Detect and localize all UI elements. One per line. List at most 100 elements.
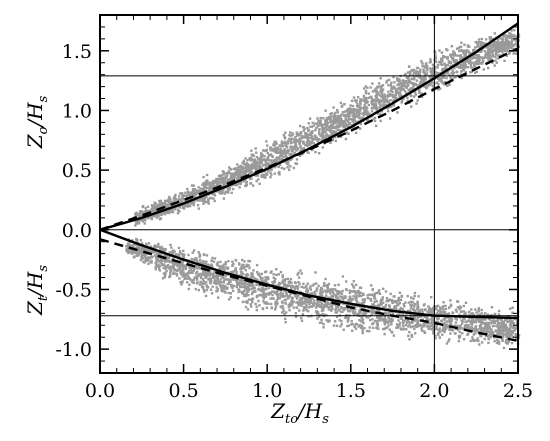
scatter-point (424, 78, 427, 81)
scatter-point (439, 60, 443, 63)
scatter-point (323, 126, 326, 130)
scatter-point (393, 98, 397, 101)
scatter-point (506, 341, 509, 345)
scatter-point (292, 141, 296, 144)
scatter-point (510, 33, 513, 37)
scatter-point (407, 75, 410, 79)
scatter-point (307, 128, 310, 131)
scatter-point (508, 45, 511, 49)
scatter-point (222, 197, 226, 200)
scatter-point (422, 81, 426, 84)
scatter-point (255, 305, 258, 308)
scatter-point (286, 277, 289, 281)
scatter-point (413, 316, 416, 319)
scatter-point (253, 290, 256, 293)
scatter-point (329, 117, 332, 120)
scatter-point (364, 98, 367, 102)
scatter-point (222, 276, 225, 279)
scatter-point (428, 61, 432, 64)
scatter-point (397, 298, 400, 301)
scatter-point (341, 298, 344, 301)
scatter-point (309, 305, 313, 308)
scatter-point (362, 310, 365, 313)
scatter-point (243, 284, 246, 287)
scatter-point (238, 186, 241, 189)
scatter-point (300, 316, 303, 320)
scatter-point (315, 310, 318, 313)
scatter-point (375, 87, 378, 90)
scatter-point (319, 119, 322, 122)
scatter-point (368, 293, 371, 296)
scatter-point (465, 320, 468, 323)
scatter-point (484, 334, 488, 337)
scatter-point (502, 327, 505, 331)
scatter-point (153, 201, 156, 204)
scatter-point (288, 302, 292, 305)
scatter-point (415, 318, 418, 322)
scatter-point (383, 95, 387, 98)
scatter-point (249, 284, 252, 287)
scatter-point (258, 284, 261, 287)
scatter-point (364, 108, 368, 111)
scatter-point (457, 327, 460, 330)
scatter-point (234, 268, 237, 271)
scatter-point (340, 323, 343, 326)
scatter-point (479, 46, 482, 49)
scatter-point (471, 318, 474, 321)
scatter-point (390, 85, 393, 89)
scatter-point (449, 53, 453, 56)
scatter-point (324, 119, 327, 122)
scatter-point (444, 65, 447, 68)
scatter-point (366, 294, 369, 297)
scatter-point (458, 307, 461, 311)
scatter-point (246, 299, 249, 303)
scatter-point (373, 119, 377, 123)
scatter-point (298, 137, 301, 140)
scatter-point (150, 217, 153, 221)
scatter-point (178, 250, 182, 253)
scatter-point (296, 292, 299, 296)
scatter-point (445, 327, 448, 330)
scatter-point (476, 44, 479, 48)
scatter-point (333, 119, 336, 122)
scatter-point (418, 70, 422, 73)
scatter-point (502, 330, 505, 333)
scatter-point (355, 100, 358, 104)
scatter-point (469, 322, 473, 325)
scatter-point (239, 285, 242, 288)
scatter-point (299, 269, 302, 272)
scatter-point (249, 156, 253, 160)
scatter-point (156, 203, 159, 206)
scatter-point (387, 84, 390, 87)
scatter-point (501, 46, 505, 50)
scatter-point (413, 294, 416, 298)
scatter-point (358, 286, 362, 289)
scatter-point (326, 302, 329, 305)
scatter-point (371, 288, 374, 292)
scatter-point (222, 279, 226, 282)
scatter-point (273, 280, 276, 284)
scatter-point (183, 253, 186, 256)
scatter-point (213, 276, 216, 279)
scatter-point (406, 71, 410, 74)
scatter-point (242, 279, 245, 282)
scatter-point (371, 310, 374, 313)
scatter-point (191, 271, 194, 274)
scatter-point (159, 202, 163, 205)
scatter-point (221, 264, 224, 267)
scatter-point (160, 253, 163, 256)
scatter-point (246, 301, 249, 305)
scatter-point (402, 97, 405, 101)
scatter-point (202, 270, 205, 273)
scatter-point (289, 165, 292, 168)
scatter-point (399, 85, 403, 88)
scatter-point (244, 294, 248, 297)
scatter-point (387, 316, 390, 319)
scatter-point (502, 346, 506, 350)
scatter-point (497, 340, 501, 344)
scatter-point (186, 205, 189, 208)
scatter-point (252, 159, 255, 163)
scatter-point (336, 108, 339, 112)
scatter-point (277, 172, 280, 175)
